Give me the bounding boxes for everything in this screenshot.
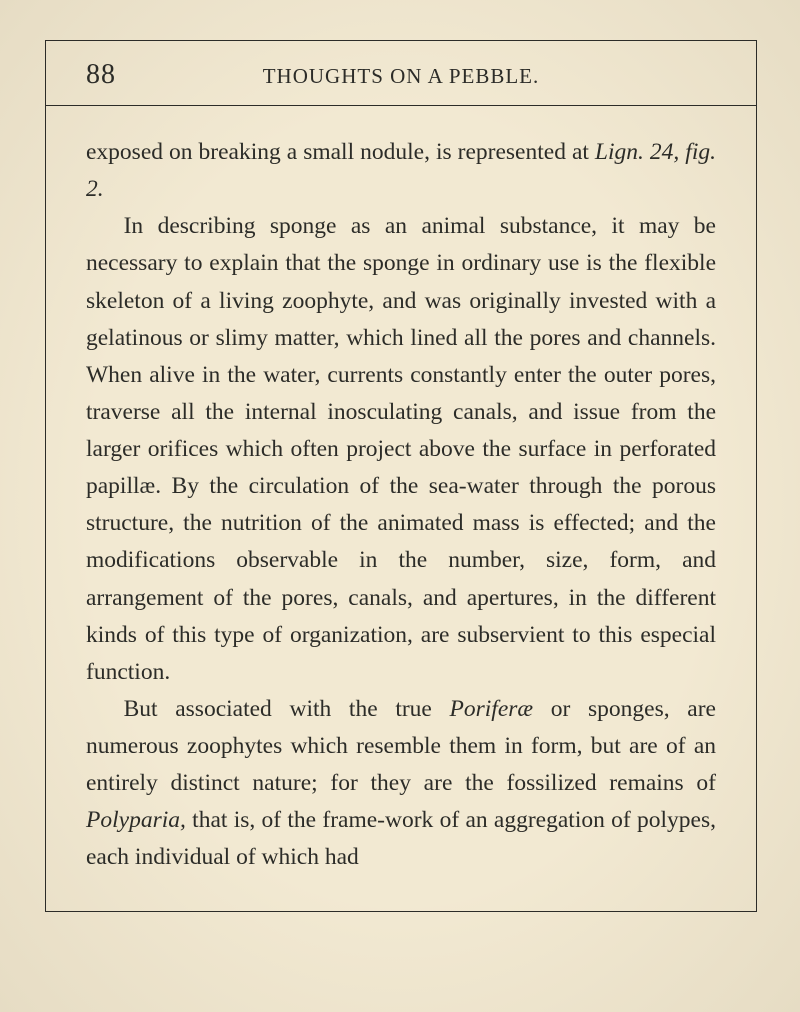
text-frame: 88 THOUGHTS ON A PEBBLE. exposed on brea… <box>45 40 757 912</box>
polyparia-italic: Polyparia, <box>86 807 186 833</box>
running-title: THOUGHTS ON A PEBBLE. <box>86 64 716 89</box>
poriferae-italic: Poriferæ <box>450 696 534 722</box>
paragraph-3: But associated with the true Poriferæ or… <box>86 691 716 877</box>
paragraph-3-text-a: But associated with the true <box>124 696 450 722</box>
page: 88 THOUGHTS ON A PEBBLE. exposed on brea… <box>0 0 800 1012</box>
paragraph-2-text: In describing sponge as an animal substa… <box>86 213 716 685</box>
paragraph-1-text: exposed on breaking a small nodule, is r… <box>86 139 595 165</box>
header: 88 THOUGHTS ON A PEBBLE. <box>46 41 756 106</box>
paragraph-1: exposed on breaking a small nodule, is r… <box>86 134 716 208</box>
body-text: exposed on breaking a small nodule, is r… <box>46 106 756 911</box>
paragraph-2: In describing sponge as an animal substa… <box>86 208 716 691</box>
